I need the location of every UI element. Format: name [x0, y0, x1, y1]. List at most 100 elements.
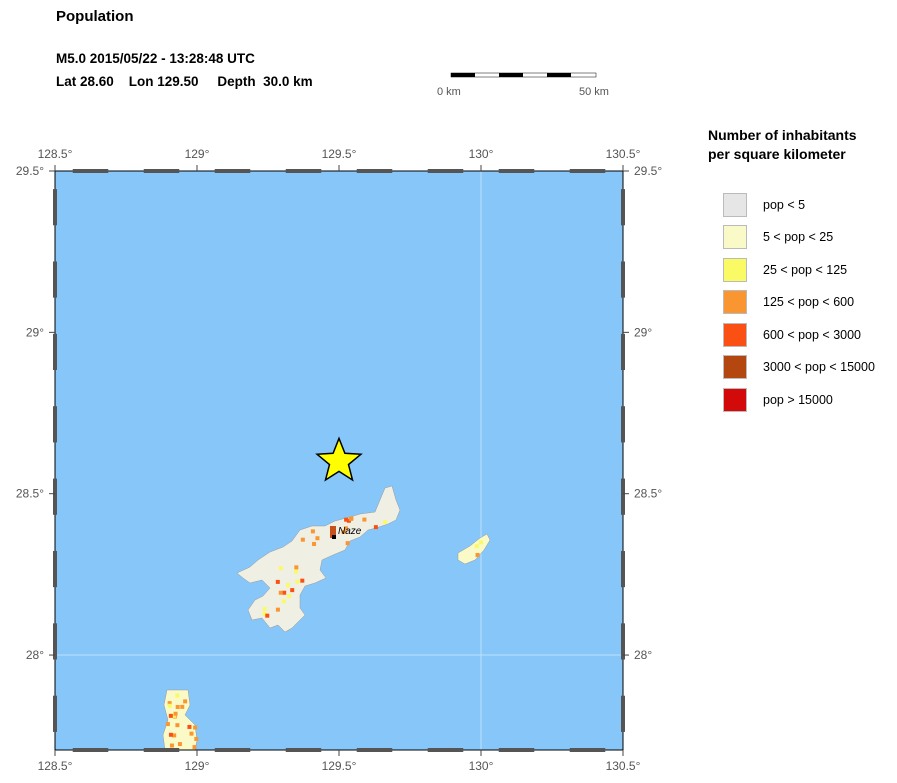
lon-tick-label: 130° — [469, 147, 494, 161]
population-cell — [295, 579, 300, 584]
population-cell — [281, 599, 286, 604]
lon-tick-label: 130° — [469, 759, 494, 773]
legend-label: 25 < pop < 125 — [763, 263, 848, 277]
lon-tick-label: 129° — [185, 759, 210, 773]
scale-left-label: 0 km — [437, 86, 461, 98]
population-cell — [172, 733, 177, 738]
legend-swatch — [723, 388, 747, 412]
lat-tick-label: 29° — [26, 325, 44, 339]
lat-tick-label: 28.5° — [16, 487, 44, 501]
population-cell — [275, 579, 280, 584]
legend-swatch — [723, 290, 747, 314]
legend-item: 125 < pop < 600 — [723, 290, 854, 314]
legend-item: 5 < pop < 25 — [723, 225, 833, 249]
map-ticks: 128.5° 128.5° 129° 129° 129.5° 129.5° 130° 130°… — [16, 147, 663, 773]
lon-tick-label: 130.5° — [606, 147, 641, 161]
lon-tick-label: 130.5° — [606, 759, 641, 773]
population-cell — [169, 743, 174, 748]
amami-oshima-island — [236, 485, 401, 633]
population-cells — [165, 516, 483, 750]
population-cell — [474, 544, 479, 549]
lat-tick-label: 29° — [634, 325, 652, 339]
population-cell — [187, 724, 192, 729]
lon-tick-label: 129° — [185, 147, 210, 161]
population-cell — [175, 723, 180, 728]
lon-tick-label: 128.5° — [38, 147, 73, 161]
population-cell — [312, 541, 317, 546]
population-cell — [310, 529, 315, 534]
legend-label: pop < 5 — [763, 198, 806, 212]
population-cell — [175, 704, 180, 709]
population-cell — [383, 520, 388, 525]
legend-item: 3000 < pop < 15000 — [723, 355, 875, 379]
legend-label: pop > 15000 — [763, 393, 833, 407]
naze-urban-cell — [330, 526, 336, 538]
population-cell — [171, 713, 176, 718]
population-cell — [287, 594, 292, 599]
population-cell — [165, 722, 170, 727]
legend-label: 5 < pop < 25 — [763, 230, 834, 244]
lat-tick-label: 29.5° — [16, 164, 44, 178]
map-title: Population — [56, 8, 134, 25]
population-cell — [300, 578, 305, 583]
population-cell — [348, 516, 353, 521]
population-cell — [275, 607, 280, 612]
population-cell — [294, 565, 299, 570]
population-cell — [168, 732, 173, 737]
population-cell — [262, 607, 267, 612]
population-cell — [194, 736, 199, 741]
population-cell — [168, 713, 173, 718]
legend-title: Number of inhabitants per square kilomet… — [708, 126, 857, 164]
population-cell — [167, 703, 172, 708]
population-cell — [475, 552, 480, 557]
legend-swatch — [723, 355, 747, 379]
population-cell — [293, 569, 298, 574]
population-cell — [175, 693, 180, 698]
lat-tick-label: 28° — [634, 648, 652, 662]
event-info: M5.0 2015/05/22 - 13:28:48 UTC — [56, 51, 255, 66]
population-cell — [180, 704, 185, 709]
population-cell — [315, 536, 320, 541]
population-cell — [300, 537, 305, 542]
population-cell — [265, 613, 270, 618]
population-cell — [373, 525, 378, 530]
population-cell — [278, 566, 283, 571]
lon-tick-label: 128.5° — [38, 759, 73, 773]
population-cell — [282, 590, 287, 595]
population-cell — [167, 701, 172, 706]
lat-tick-label: 28.5° — [634, 487, 662, 501]
legend-swatch — [723, 323, 747, 347]
event-location: Lat 28.60 Lon 129.50 Depth 30.0 km — [56, 74, 313, 89]
population-cell — [192, 745, 197, 750]
population-cell — [343, 526, 348, 531]
legend-title-line1: Number of inhabitants — [708, 127, 857, 143]
legend-swatch — [723, 193, 747, 217]
city-label: Naze — [338, 526, 362, 537]
population-cell — [177, 742, 182, 747]
legend-label: 3000 < pop < 15000 — [763, 360, 875, 374]
population-map: Naze 128.5° 128.5° 129° 129° 129.5° 129.5° 130… — [16, 147, 663, 773]
legend-item: 25 < pop < 125 — [723, 258, 847, 282]
population-cell — [278, 590, 283, 595]
scale-right-label: 50 km — [579, 86, 609, 98]
legend-swatch — [723, 258, 747, 282]
population-cell — [344, 517, 349, 522]
legend-item: 600 < pop < 3000 — [723, 323, 861, 347]
population-cell — [341, 529, 346, 534]
lat-tick-label: 29.5° — [634, 164, 662, 178]
population-cell — [345, 541, 350, 546]
population-cell — [362, 517, 367, 522]
legend-title-line2: per square kilometer — [708, 146, 846, 162]
scale-bar — [450, 72, 597, 78]
lon-tick-label: 129.5° — [322, 147, 357, 161]
epicenter-star-icon — [315, 436, 363, 482]
legend-label: 125 < pop < 600 — [763, 295, 855, 309]
population-cell — [193, 725, 198, 730]
population-cell — [478, 540, 483, 545]
population-cell — [290, 588, 295, 593]
population-cell — [173, 711, 178, 716]
legend-swatch — [723, 225, 747, 249]
lon-tick-label: 129.5° — [322, 759, 357, 773]
population-cell — [262, 612, 267, 617]
city-marker — [332, 535, 336, 539]
